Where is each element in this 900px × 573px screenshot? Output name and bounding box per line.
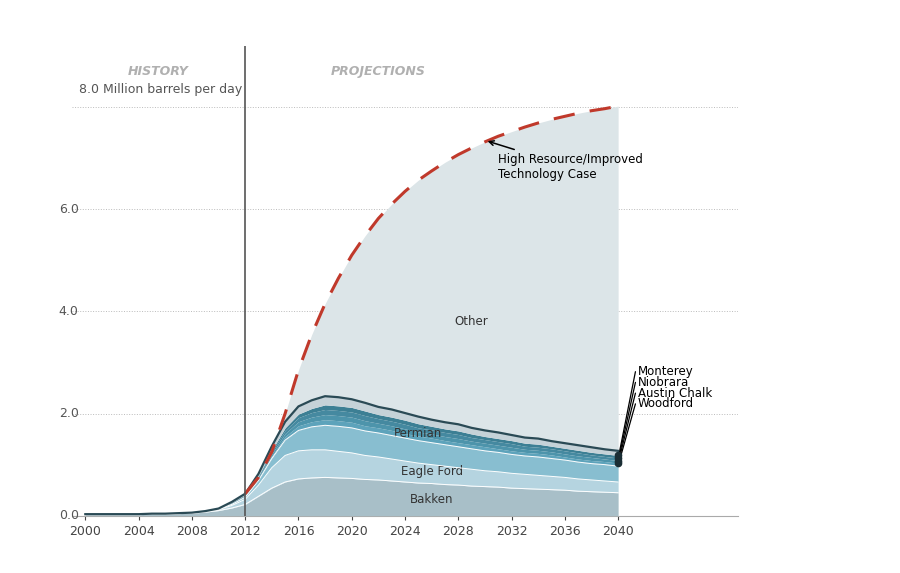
Text: PROJECTIONS: PROJECTIONS	[331, 65, 426, 78]
Text: Eagle Ford: Eagle Ford	[400, 465, 463, 478]
Text: Permian: Permian	[394, 427, 443, 441]
Text: 8.0 Million barrels per day: 8.0 Million barrels per day	[78, 83, 242, 96]
Text: High Resource/Improved
Technology Case: High Resource/Improved Technology Case	[490, 141, 644, 181]
Text: Monterey: Monterey	[638, 365, 694, 378]
Text: 4.0: 4.0	[58, 305, 78, 318]
Text: 6.0: 6.0	[58, 203, 78, 216]
Text: Bakken: Bakken	[410, 493, 454, 506]
Text: 0.0: 0.0	[58, 509, 78, 522]
Text: Woodford: Woodford	[638, 397, 694, 410]
Text: Niobrara: Niobrara	[638, 376, 689, 389]
Text: Austin Chalk: Austin Chalk	[638, 387, 712, 399]
Text: 2.0: 2.0	[58, 407, 78, 420]
Text: HISTORY: HISTORY	[128, 65, 189, 78]
Text: Other: Other	[454, 315, 489, 328]
